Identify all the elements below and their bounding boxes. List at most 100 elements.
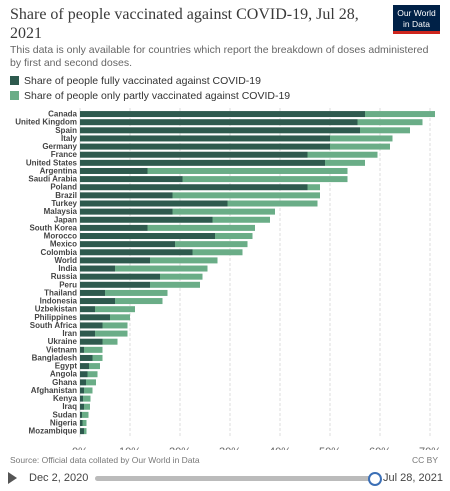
bar-partly (172, 208, 275, 215)
timeline-fill (95, 476, 375, 481)
bar-fully (80, 354, 93, 361)
bar-partly (105, 289, 168, 296)
bar-partly (89, 363, 100, 370)
category-label: Brazil (55, 191, 77, 200)
bar-fully (80, 111, 365, 118)
bar-fully (80, 257, 150, 264)
x-tick-label: 50% (319, 446, 341, 450)
category-label: Ghana (52, 378, 77, 387)
bar-fully (80, 265, 115, 272)
bar-fully (80, 298, 115, 305)
category-label: Colombia (41, 248, 78, 257)
bar-partly (102, 338, 118, 345)
bar-fully (80, 411, 82, 418)
bar-fully (80, 289, 105, 296)
bar-partly (150, 281, 200, 288)
bar-fully (80, 241, 175, 248)
bar-fully (80, 330, 95, 337)
legend-item-fully[interactable]: Share of people fully vaccinated against… (10, 74, 290, 87)
x-tick-label: 40% (269, 446, 291, 450)
bar-partly (84, 428, 87, 435)
bar-partly (84, 387, 93, 394)
bar-fully (80, 403, 84, 410)
play-icon[interactable] (8, 472, 17, 484)
bar-partly (227, 200, 318, 207)
bar-partly (215, 233, 253, 240)
bar-fully (80, 379, 86, 386)
bar-fully (80, 346, 84, 353)
bar-fully (80, 363, 89, 370)
bar-partly (147, 167, 348, 174)
bar-fully (80, 127, 360, 134)
category-label: Spain (55, 126, 77, 135)
bar-partly (307, 151, 378, 158)
category-label: Iran (62, 329, 77, 338)
legend-label-fully: Share of people fully vaccinated against… (24, 74, 261, 87)
bar-fully (80, 314, 110, 321)
bar-partly (330, 135, 393, 142)
category-label: Argentina (40, 166, 78, 175)
timeline-handle[interactable] (368, 472, 382, 486)
bar-partly (86, 379, 96, 386)
logo-accent-bar (393, 31, 440, 34)
category-label: Thailand (44, 288, 77, 297)
category-label: Bangladesh (32, 353, 77, 362)
bar-partly (325, 159, 365, 166)
bar-partly (82, 420, 87, 427)
bar-partly (160, 273, 203, 280)
timeline-start-label: Dec 2, 2020 (29, 472, 89, 484)
bar-partly (95, 330, 128, 337)
bar-fully (80, 273, 160, 280)
bar-fully (80, 338, 103, 345)
bar-partly (147, 224, 255, 231)
x-tick-label: 30% (219, 446, 241, 450)
category-label: Egypt (55, 362, 78, 371)
license-link[interactable]: CC BY (412, 455, 438, 465)
bar-partly (87, 371, 98, 378)
category-label: Saudi Arabia (28, 175, 77, 184)
bar-fully (80, 167, 148, 174)
category-label: Ukraine (48, 337, 78, 346)
bar-partly (115, 298, 163, 305)
bar-partly (102, 322, 128, 329)
bar-partly (84, 346, 103, 353)
bar-fully (80, 371, 88, 378)
bar-fully (80, 208, 173, 215)
bar-fully (80, 216, 213, 223)
timeline-track[interactable] (95, 472, 382, 486)
bar-partly (83, 395, 91, 402)
category-label: France (51, 150, 78, 159)
owid-logo[interactable]: Our World in Data (393, 5, 440, 34)
category-label: Kenya (53, 394, 78, 403)
bar-partly (360, 127, 410, 134)
legend-label-partly: Share of people only partly vaccinated a… (24, 89, 291, 102)
category-label: Peru (59, 280, 77, 289)
bar-fully (80, 428, 84, 435)
bar-fully (80, 151, 308, 158)
bar-partly (110, 314, 130, 321)
bar-fully (80, 143, 330, 150)
bar-fully (80, 224, 148, 231)
bar-fully (80, 281, 150, 288)
category-label: Philippines (34, 313, 77, 322)
bar-partly (150, 257, 218, 264)
bar-partly (115, 265, 208, 272)
bar-fully (80, 395, 83, 402)
bar-fully (80, 119, 358, 126)
bar-fully (80, 322, 103, 329)
category-label: Afghanistan (31, 386, 77, 395)
x-tick-label: 10% (119, 446, 141, 450)
bar-partly (92, 354, 103, 361)
x-tick-label: 70% (419, 446, 441, 450)
bar-partly (357, 119, 423, 126)
category-label: Morocco (44, 232, 77, 241)
bar-partly (84, 403, 90, 410)
category-label: Iraq (62, 402, 77, 411)
bar-fully (80, 200, 228, 207)
legend-item-partly[interactable]: Share of people only partly vaccinated a… (10, 89, 290, 102)
category-label: Turkey (51, 199, 77, 208)
category-label: Russia (51, 272, 78, 281)
bar-partly (175, 241, 248, 248)
category-label: Germany (42, 142, 77, 151)
